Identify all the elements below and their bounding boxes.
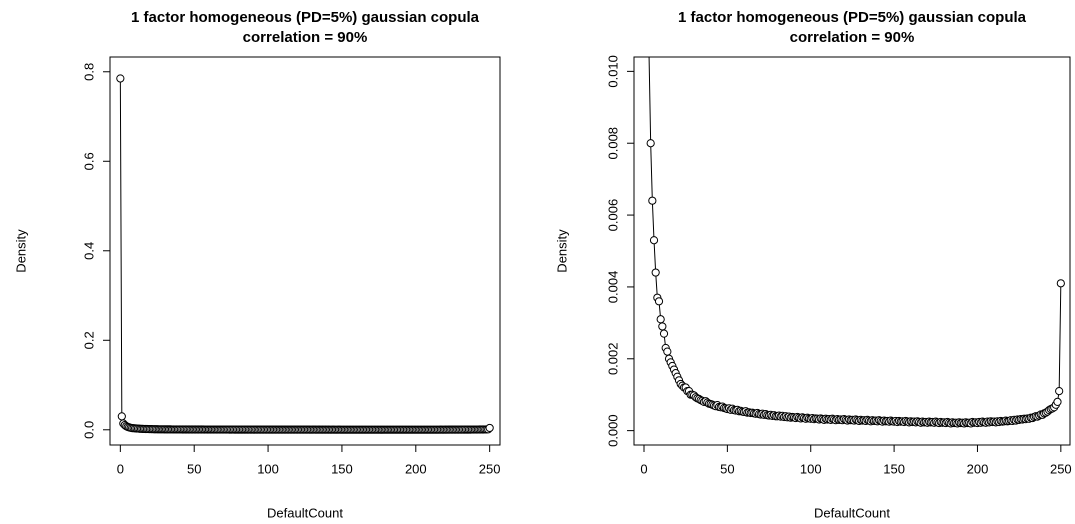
y-tick-label: 0.4 [81, 242, 96, 260]
data-point [1053, 397, 1062, 406]
y-tick-label: 0.002 [605, 343, 620, 376]
plot-area [116, 74, 494, 434]
data-point [646, 139, 655, 148]
data-point [663, 347, 672, 356]
data-point [659, 329, 669, 338]
y-tick-label: 0.010 [605, 55, 620, 88]
chart-panel: 1 factor homogeneous (PD=5%) gaussian co… [13, 9, 500, 520]
y-tick-label: 0.000 [605, 414, 620, 447]
x-axis-label: DefaultCount [267, 505, 343, 520]
y-tick-label: 0.008 [605, 127, 620, 160]
data-point [116, 74, 125, 83]
y-tick-label: 0.8 [81, 63, 96, 81]
data-point [656, 315, 665, 324]
data-point [647, 57, 651, 58]
data-point [1055, 387, 1064, 396]
data-point [654, 297, 664, 306]
data-line [119, 78, 490, 431]
x-tick-label: 250 [1050, 461, 1072, 476]
chart-subtitle: correlation = 90% [790, 29, 915, 46]
data-point [117, 412, 126, 421]
data-point [649, 236, 659, 245]
y-tick-label: 0.2 [81, 331, 96, 349]
x-tick-label: 0 [117, 461, 124, 476]
y-axis-label: Density [13, 229, 28, 273]
x-tick-label: 200 [405, 461, 427, 476]
data-point [485, 423, 494, 433]
data-point [648, 196, 657, 205]
plot-area [646, 57, 1065, 428]
y-tick-label: 0.0 [81, 421, 96, 439]
x-axis-label: DefaultCount [814, 505, 890, 520]
chart-panel: 1 factor homogeneous (PD=5%) gaussian co… [554, 9, 1072, 520]
plot-frame [633, 56, 1071, 446]
x-tick-label: 100 [800, 461, 822, 476]
chart-title: 1 factor homogeneous (PD=5%) gaussian co… [678, 9, 1027, 26]
data-point [658, 322, 667, 331]
chart-subtitle: correlation = 90% [243, 29, 368, 46]
y-tick-label: 0.004 [605, 271, 620, 304]
data-point [651, 268, 660, 277]
plot-frame [109, 56, 501, 446]
data-point [1056, 279, 1065, 288]
x-tick-label: 100 [257, 461, 279, 476]
x-tick-label: 250 [479, 461, 501, 476]
x-tick-label: 200 [967, 461, 989, 476]
x-tick-label: 0 [640, 461, 647, 476]
x-tick-label: 150 [331, 461, 353, 476]
data-line [648, 57, 1062, 425]
chart-title: 1 factor homogeneous (PD=5%) gaussian co… [131, 9, 480, 26]
x-tick-label: 150 [883, 461, 905, 476]
x-tick-label: 50 [187, 461, 201, 476]
x-tick-label: 50 [720, 461, 734, 476]
y-tick-label: 0.006 [605, 199, 620, 232]
y-axis-label: Density [554, 229, 569, 273]
y-tick-label: 0.6 [81, 152, 96, 170]
